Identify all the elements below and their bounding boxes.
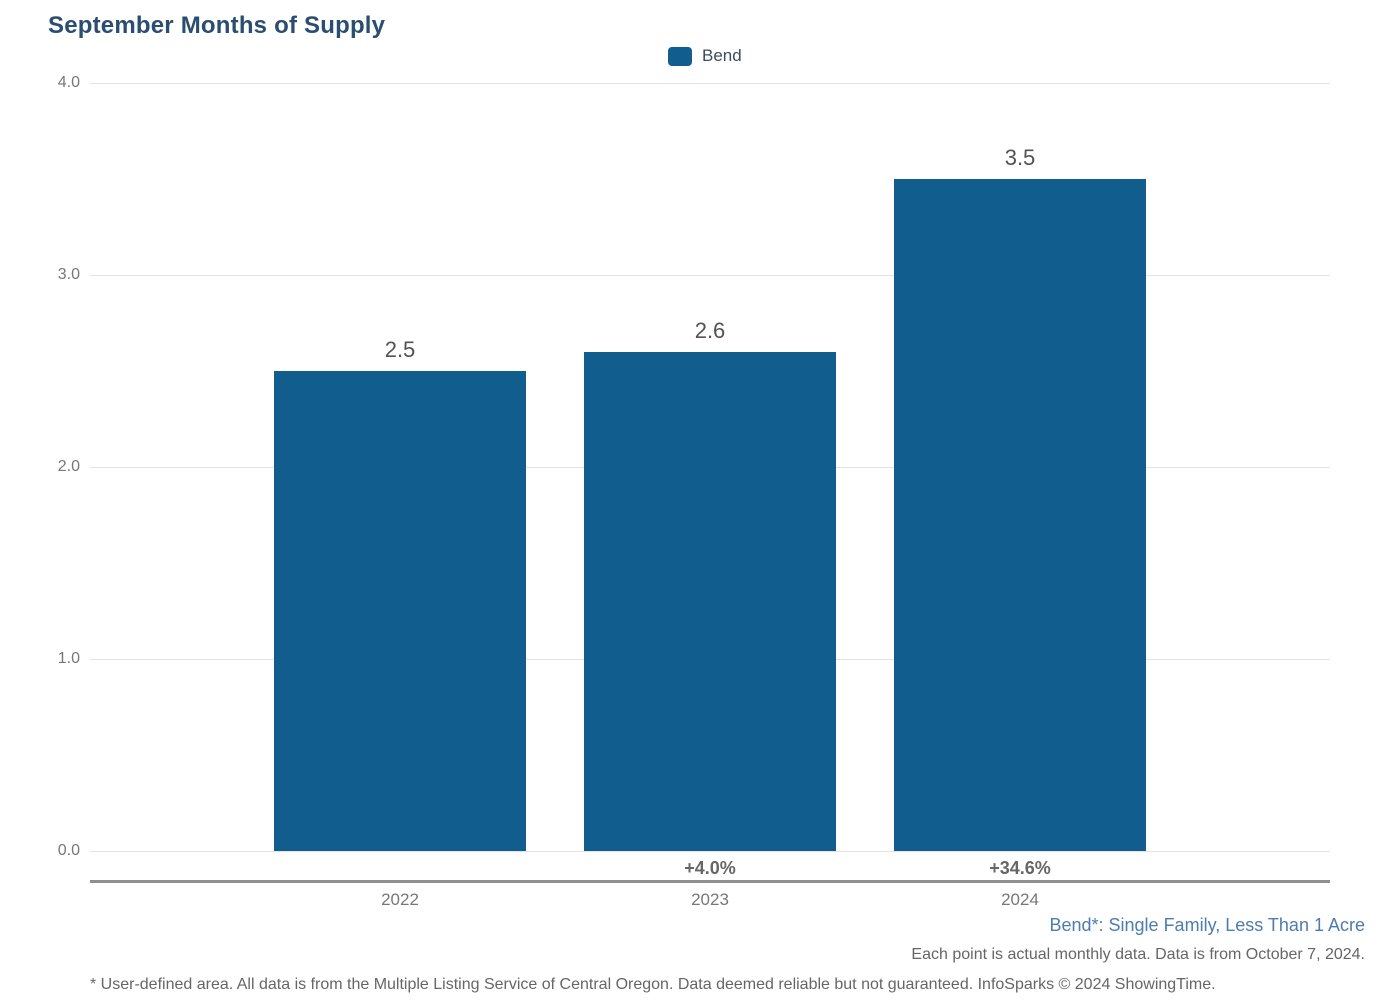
plot-area: 4.0 3.0 2.0 1.0 0.0 2.5 2022 2.6 +4.0% 2023 3.5 +34… — [58, 74, 1330, 909]
y-tick-label-1.0: 1.0 — [57, 650, 80, 667]
pct-change-label-2023: +4.0% — [684, 858, 736, 878]
gridline-3.0 — [90, 275, 1330, 276]
bar-2023[interactable] — [584, 351, 836, 851]
footnote-disclaimer: * User-defined area. All data is from th… — [90, 976, 1216, 993]
bar-value-label-2022: 2.5 — [384, 337, 416, 362]
x-axis-line — [90, 880, 1330, 883]
bar-2022[interactable] — [274, 371, 526, 851]
x-tick-label-2024: 2024 — [1001, 890, 1039, 909]
gridline-4.0 — [90, 83, 1330, 84]
x-tick-label-2023: 2023 — [691, 890, 729, 909]
legend[interactable]: Bend — [668, 46, 742, 66]
chart-title: September Months of Supply — [48, 12, 386, 39]
footnote-data-note: Each point is actual monthly data. Data … — [911, 946, 1365, 963]
gridline-0.0 — [90, 851, 1330, 852]
legend-label-bend: Bend — [702, 46, 742, 65]
legend-swatch-bend — [668, 46, 692, 66]
y-tick-label-3.0: 3.0 — [57, 266, 80, 283]
pct-change-label-2024: +34.6% — [989, 858, 1051, 878]
y-tick-label-4.0: 4.0 — [57, 74, 80, 91]
x-tick-label-2022: 2022 — [381, 890, 419, 909]
bar-value-label-2024: 3.5 — [1004, 145, 1036, 170]
footnote-series-definition: Bend*: Single Family, Less Than 1 Acre — [1049, 915, 1365, 935]
bar-value-label-2023: 2.6 — [694, 317, 726, 343]
bar-2024[interactable] — [894, 179, 1146, 851]
y-tick-label-2.0: 2.0 — [57, 458, 80, 475]
y-tick-label-0.0: 0.0 — [57, 842, 80, 859]
